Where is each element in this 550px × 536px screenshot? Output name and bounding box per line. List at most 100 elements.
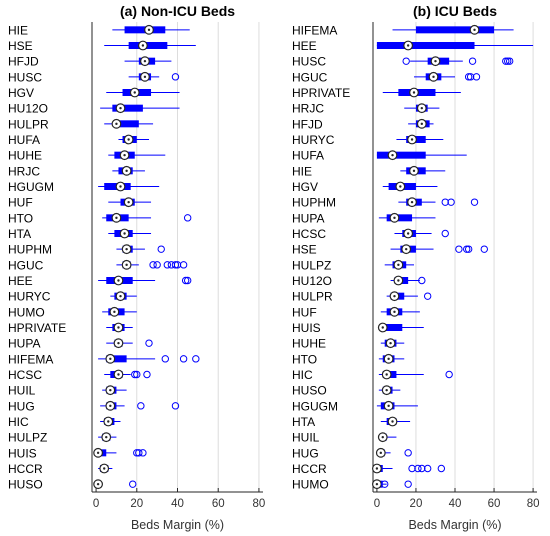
outlier-marker	[414, 464, 422, 473]
panel-icu-beds: (b) ICU Beds 0 20 40 60 80 Beds Margin (%) HIFE…	[292, 3, 539, 532]
median-dot	[412, 169, 416, 173]
median-dot	[107, 420, 110, 423]
box-plot	[102, 212, 192, 223]
box-plot	[377, 322, 424, 333]
box-plot	[377, 432, 397, 443]
outlier-marker	[408, 464, 416, 473]
x-tick-label: 0	[93, 498, 99, 510]
category-label: HUFA	[292, 149, 324, 163]
category-label: HSE	[8, 39, 33, 53]
category-label: HULPR	[292, 290, 333, 304]
x-tick-label: 60	[212, 498, 225, 510]
outlier-marker	[418, 464, 426, 473]
category-label: HPRIVATE	[8, 321, 66, 335]
box-plot	[402, 56, 514, 67]
category-label: HCSC	[292, 227, 326, 241]
outlier-marker	[502, 57, 510, 65]
x-tick-label: 0	[374, 498, 380, 510]
category-label: HULPR	[8, 117, 49, 131]
category-label: HCCR	[292, 462, 327, 476]
box-plot	[98, 275, 192, 286]
median-dot	[420, 106, 424, 110]
category-label: HUHE	[8, 149, 42, 163]
category-label: HCCR	[8, 462, 43, 476]
median-dot	[404, 247, 408, 251]
box-plot	[128, 71, 180, 82]
median-dot	[125, 169, 128, 173]
iqr-box	[382, 324, 403, 331]
outlier-marker	[171, 261, 180, 269]
outlier-marker	[157, 245, 165, 253]
median-dot	[127, 200, 130, 204]
median-dot	[143, 59, 147, 63]
box-plot	[392, 24, 514, 35]
box-plot	[93, 479, 137, 490]
category-label: HUIS	[8, 446, 37, 460]
box-plot	[108, 150, 166, 161]
median-dot	[117, 279, 120, 282]
median-dot	[420, 122, 424, 126]
category-label: HUG	[8, 399, 35, 413]
median-dot	[143, 75, 147, 79]
iqr-box	[106, 355, 127, 363]
category-label: HGV	[292, 180, 318, 194]
box-plot	[106, 87, 180, 98]
outlier-marker	[464, 73, 473, 81]
category-label: HGUC	[292, 70, 328, 84]
category-label: HGUC	[8, 258, 44, 272]
box-plot	[386, 291, 432, 302]
box-plot	[98, 463, 113, 474]
category-label: HUPA	[8, 337, 40, 351]
box-plot	[112, 24, 190, 35]
category-label: HUF	[292, 305, 317, 319]
box-plot	[100, 400, 180, 411]
outlier-marker	[183, 214, 192, 222]
outlier-marker	[129, 480, 137, 488]
box-plot	[93, 447, 147, 458]
median-dot	[385, 388, 388, 392]
outlier-marker	[171, 73, 180, 81]
median-dot	[105, 435, 108, 439]
category-label: HRJC	[292, 102, 324, 116]
median-dot	[391, 153, 394, 157]
box-plot	[108, 228, 152, 239]
median-dot	[399, 185, 402, 188]
category-label: HIFEMA	[292, 23, 337, 37]
box-plot	[124, 56, 172, 67]
outlier-marker	[139, 449, 147, 457]
category-label: HGUGM	[292, 399, 338, 413]
box-plot	[112, 165, 145, 176]
category-label: HGV	[8, 86, 34, 100]
median-dot	[406, 44, 410, 47]
chart-title: (b) ICU Beds	[413, 3, 497, 19]
outlier-marker	[470, 198, 479, 206]
x-tick-label: 40	[449, 498, 462, 510]
box-plot	[378, 353, 405, 364]
category-label: HUPHM	[8, 243, 52, 257]
box-plot	[375, 447, 412, 458]
box-plot	[100, 103, 180, 114]
outlier-marker	[181, 276, 190, 285]
category-label: HUHE	[292, 337, 326, 351]
category-label: HU12O	[292, 274, 332, 288]
box-plot	[98, 353, 200, 364]
category-label: HUFA	[8, 133, 40, 147]
category-label: HUG	[292, 446, 319, 460]
median-dot	[117, 341, 120, 345]
iqr-box	[116, 120, 139, 128]
category-label: HEE	[8, 274, 33, 288]
box-plot	[390, 244, 488, 255]
category-label: HGUGM	[8, 180, 54, 194]
median-dot	[387, 357, 390, 361]
box-plot	[108, 197, 152, 208]
category-label: HUMO	[292, 478, 329, 492]
box-plot	[378, 385, 401, 396]
median-dot	[389, 341, 392, 345]
median-dot	[125, 263, 128, 267]
category-label: HEE	[292, 39, 317, 53]
median-dot	[473, 28, 476, 32]
category-label: HULPZ	[8, 431, 47, 445]
category-label: HUIL	[8, 384, 36, 398]
box-plot	[102, 385, 127, 396]
